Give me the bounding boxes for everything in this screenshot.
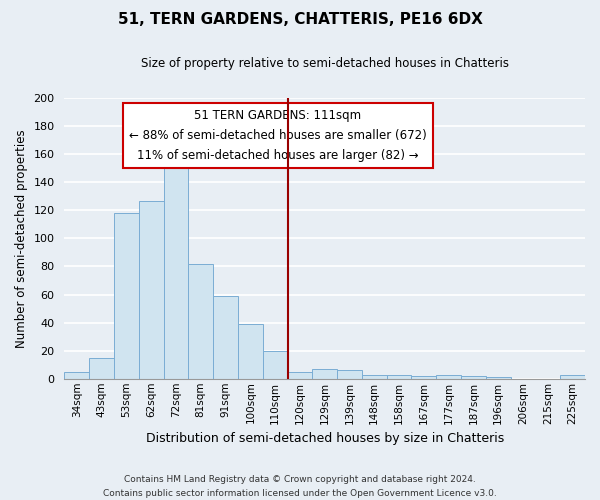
Bar bbox=[560, 374, 585, 379]
Bar bbox=[486, 378, 511, 379]
Text: Contains HM Land Registry data © Crown copyright and database right 2024.
Contai: Contains HM Land Registry data © Crown c… bbox=[103, 476, 497, 498]
Bar bbox=[238, 324, 263, 379]
Bar bbox=[164, 164, 188, 379]
Bar bbox=[263, 350, 287, 379]
Bar bbox=[362, 374, 386, 379]
Bar bbox=[64, 372, 89, 379]
Bar bbox=[114, 213, 139, 379]
Y-axis label: Number of semi-detached properties: Number of semi-detached properties bbox=[15, 129, 28, 348]
Bar bbox=[213, 296, 238, 379]
Text: 51, TERN GARDENS, CHATTERIS, PE16 6DX: 51, TERN GARDENS, CHATTERIS, PE16 6DX bbox=[118, 12, 482, 28]
Bar bbox=[337, 370, 362, 379]
Bar bbox=[436, 374, 461, 379]
Bar bbox=[313, 369, 337, 379]
Bar bbox=[386, 374, 412, 379]
Text: 51 TERN GARDENS: 111sqm
← 88% of semi-detached houses are smaller (672)
11% of s: 51 TERN GARDENS: 111sqm ← 88% of semi-de… bbox=[129, 110, 427, 162]
Bar bbox=[139, 200, 164, 379]
Bar bbox=[287, 372, 313, 379]
X-axis label: Distribution of semi-detached houses by size in Chatteris: Distribution of semi-detached houses by … bbox=[146, 432, 504, 445]
Title: Size of property relative to semi-detached houses in Chatteris: Size of property relative to semi-detach… bbox=[141, 58, 509, 70]
Bar bbox=[461, 376, 486, 379]
Bar bbox=[89, 358, 114, 379]
Bar bbox=[412, 376, 436, 379]
Bar bbox=[188, 264, 213, 379]
